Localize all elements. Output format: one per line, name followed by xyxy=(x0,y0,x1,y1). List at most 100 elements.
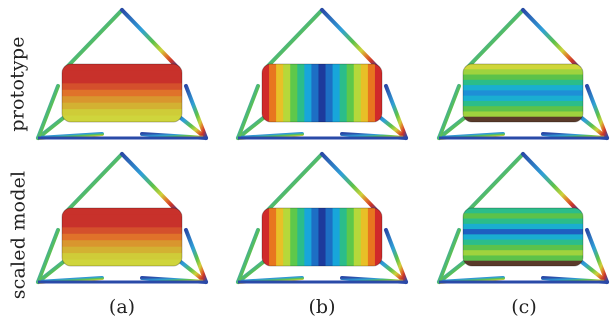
truss-member xyxy=(264,152,324,214)
contour-band xyxy=(62,227,182,235)
contour-band xyxy=(325,64,334,122)
contour-band xyxy=(463,218,583,225)
contour-band xyxy=(62,64,182,72)
contour-band xyxy=(62,96,182,104)
contour-band xyxy=(346,208,355,266)
contour-band xyxy=(463,244,583,251)
contour-band xyxy=(62,70,182,78)
contour-band xyxy=(463,69,583,76)
contour-band xyxy=(463,223,583,230)
truss-member xyxy=(264,8,324,70)
contour-band xyxy=(463,85,583,91)
contour-band xyxy=(297,208,305,266)
contour-band xyxy=(374,64,382,122)
row-label-scaled-model: scaled model xyxy=(7,170,29,300)
truss-member xyxy=(384,228,408,284)
contour-band xyxy=(463,213,583,220)
contour-band xyxy=(332,208,341,266)
contour-band xyxy=(62,115,182,122)
contour-band xyxy=(360,64,369,122)
contour-band xyxy=(463,111,583,118)
contour-band xyxy=(62,259,182,266)
stress-contour-plate xyxy=(463,208,583,266)
truss-member xyxy=(384,84,408,140)
deformation-panel xyxy=(36,8,208,140)
contour-band xyxy=(262,64,270,122)
contour-band xyxy=(325,208,334,266)
column-label-a: (a) xyxy=(108,296,136,318)
contour-band xyxy=(62,240,182,248)
contour-band xyxy=(339,64,348,122)
truss-member xyxy=(465,152,525,214)
column-label-c: (c) xyxy=(511,296,537,318)
plate-outline xyxy=(261,207,383,267)
truss-member xyxy=(437,228,461,284)
contour-band xyxy=(62,246,182,254)
contour-band xyxy=(463,64,583,70)
contour-band xyxy=(62,214,182,222)
contour-band xyxy=(290,208,298,266)
deformation-panel xyxy=(36,152,208,284)
truss-member xyxy=(585,84,609,140)
contour-band xyxy=(283,64,291,122)
contour-band xyxy=(62,76,182,84)
contour-band xyxy=(62,208,182,216)
plate-outline xyxy=(462,63,584,123)
truss-member xyxy=(64,8,124,70)
contour-band xyxy=(269,64,277,122)
contour-band xyxy=(304,208,313,266)
truss-member xyxy=(184,228,208,284)
contour-band xyxy=(318,64,327,122)
contour-band xyxy=(304,64,313,122)
contour-band xyxy=(297,64,305,122)
plate-outline xyxy=(61,63,183,123)
contour-band xyxy=(374,208,382,266)
contour-band xyxy=(463,106,583,113)
truss-member xyxy=(465,8,525,70)
contour-band xyxy=(463,79,583,86)
truss-member xyxy=(120,152,180,214)
contour-band xyxy=(62,83,182,91)
truss-member xyxy=(437,84,461,140)
stress-contour-plate xyxy=(463,64,583,122)
truss-member xyxy=(36,228,60,284)
contour-band xyxy=(62,220,182,228)
truss-member xyxy=(585,228,609,284)
plate-outline xyxy=(462,207,584,267)
truss-member xyxy=(184,84,208,140)
contour-band xyxy=(463,234,583,241)
contour-band xyxy=(290,64,298,122)
deformation-panel xyxy=(236,8,408,140)
contour-band xyxy=(463,208,583,214)
contour-band xyxy=(463,229,583,235)
contour-band xyxy=(276,64,284,122)
contour-band xyxy=(62,109,182,117)
contour-band xyxy=(262,208,270,266)
contour-band xyxy=(62,89,182,97)
contour-band xyxy=(269,208,277,266)
contour-band xyxy=(283,208,291,266)
deformation-panel xyxy=(236,152,408,284)
contour-band xyxy=(463,260,583,266)
truss-member xyxy=(521,8,581,70)
contour-band xyxy=(332,64,341,122)
truss-member xyxy=(236,228,260,284)
contour-band xyxy=(463,74,583,81)
contour-band xyxy=(367,208,376,266)
truss-member xyxy=(64,152,124,214)
column-label-b: (b) xyxy=(308,296,336,318)
contour-band xyxy=(62,233,182,241)
contour-band xyxy=(463,239,583,246)
contour-band xyxy=(62,253,182,261)
plate-outline xyxy=(61,207,183,267)
stress-contour-plate xyxy=(62,64,182,122)
contour-band xyxy=(346,64,355,122)
plate-outline xyxy=(261,63,383,123)
contour-band xyxy=(463,100,583,107)
contour-band xyxy=(463,116,583,122)
contour-band xyxy=(353,208,362,266)
contour-band xyxy=(463,95,583,102)
truss-member xyxy=(521,152,581,214)
contour-band xyxy=(463,90,583,97)
contour-band xyxy=(367,64,376,122)
